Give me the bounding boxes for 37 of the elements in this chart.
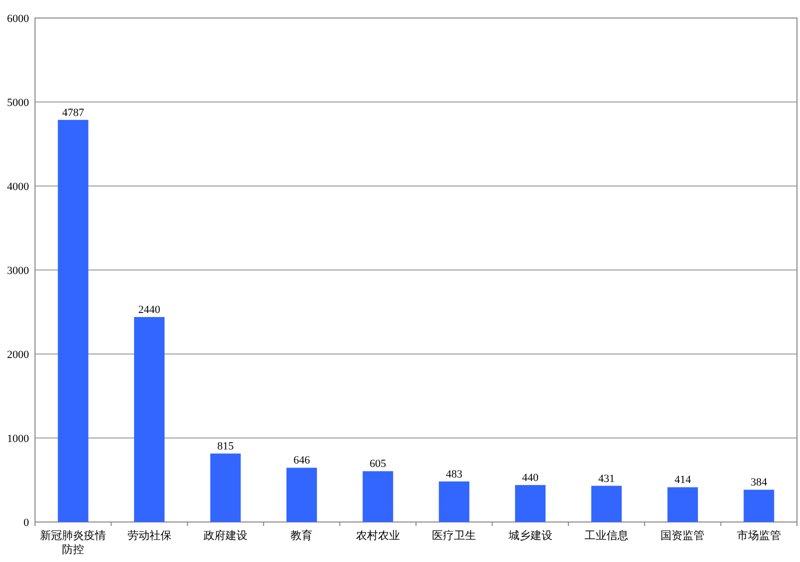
bar [744,490,774,522]
data-label: 483 [446,468,463,480]
data-label: 440 [522,472,540,484]
data-label: 815 [217,440,234,453]
y-tick-label: 6000 [7,12,30,25]
y-tick-label: 1000 [7,432,30,445]
bar [438,481,470,522]
y-tick-label: 0 [24,516,30,529]
x-tick-label: 教育 [290,529,313,542]
y-tick-label: 4000 [7,180,30,193]
bar [667,487,698,522]
data-label: 605 [370,458,387,470]
x-tick-label: 劳动社保 [127,529,172,542]
y-tick-label: 5000 [7,96,30,109]
bar [362,471,394,522]
data-label: 4787 [62,106,85,119]
bar [134,317,165,522]
bar [515,485,546,522]
data-label: 414 [674,474,692,486]
data-label: 2440 [138,304,161,316]
data-label: 646 [293,454,310,467]
x-tick-label: 新冠肺炎疫情防控 [40,529,106,556]
x-tick-label: 工业信息 [584,529,628,542]
y-tick-label: 2000 [7,348,30,361]
x-tick-label: 市场监管 [736,529,781,542]
x-tick-label: 政府建设 [204,529,248,542]
x-tick-label: 医疗卫生 [432,529,476,542]
x-tick-label: 国资监管 [660,529,705,542]
bar [591,486,622,522]
data-label: 431 [598,472,615,485]
bar [58,120,88,522]
data-label: 384 [750,476,768,489]
bar [286,468,317,522]
x-tick-label: 城乡建设 [507,529,552,542]
bar [210,454,241,522]
y-tick-label: 3000 [7,264,30,277]
x-tick-label: 农村农业 [356,529,400,542]
